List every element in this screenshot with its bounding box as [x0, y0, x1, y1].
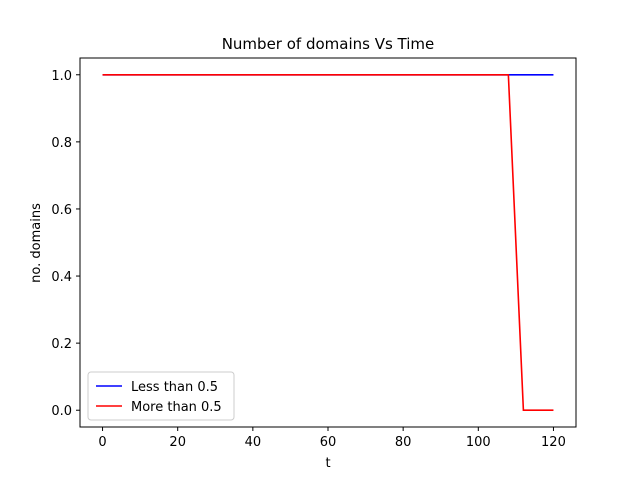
x-axis: 0 20 40 60 80 100 120: [98, 427, 566, 450]
y-axis-label: no. domains: [29, 203, 44, 283]
x-tick-label: 80: [395, 435, 412, 450]
x-tick-label: 40: [245, 435, 262, 450]
series-layer: [102, 73, 554, 412]
y-tick-label: 0.4: [51, 270, 72, 285]
x-axis-label: t: [325, 456, 330, 471]
series-line-more-than-0-5: [102, 73, 554, 412]
legend-label: More than 0.5: [131, 400, 222, 415]
x-tick-label: 100: [466, 435, 491, 450]
x-tick-label: 60: [320, 435, 337, 450]
y-tick-label: 1.0: [51, 69, 72, 84]
legend: Less than 0.5 More than 0.5: [87, 371, 235, 421]
y-axis: 0.0 0.2 0.4 0.6 0.8 1.0: [51, 69, 80, 419]
legend-box: [87, 371, 235, 421]
chart-title: Number of domains Vs Time: [222, 35, 435, 53]
y-tick-label: 0.0: [51, 404, 72, 419]
x-tick-label: 20: [169, 435, 186, 450]
x-tick-label: 120: [541, 435, 566, 450]
legend-label: Less than 0.5: [131, 380, 218, 395]
y-tick-label: 0.6: [51, 203, 72, 218]
x-tick-label: 0: [98, 435, 106, 450]
y-tick-label: 0.8: [51, 136, 72, 151]
y-tick-label: 0.2: [51, 337, 72, 352]
